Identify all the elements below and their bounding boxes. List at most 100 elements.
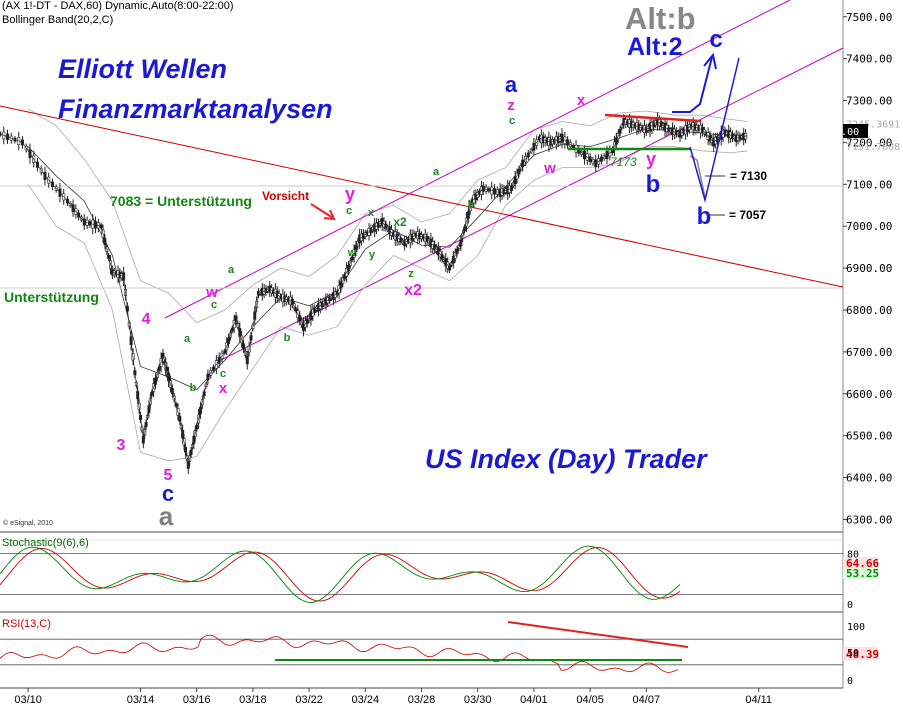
wave-label-a: a xyxy=(184,333,191,345)
wave-label-3: 3 xyxy=(117,437,126,454)
brand-subtitle: US Index (Day) Trader xyxy=(425,444,708,474)
projection-blue-down xyxy=(689,57,740,203)
bollinger-header: Bollinger Band(20,2,C) xyxy=(2,14,113,26)
alt-2-label: Alt:2 xyxy=(627,33,683,61)
wave-label-y: y xyxy=(345,184,355,204)
wave-label-c: c xyxy=(346,205,352,217)
wave-label-w: w xyxy=(543,160,556,177)
wave-label-b: b xyxy=(468,199,475,211)
wave-label-x: x xyxy=(368,207,375,219)
stoch-d-line xyxy=(0,547,681,602)
wave-label-4: 4 xyxy=(142,311,151,328)
price-tick-label: 7400.00 xyxy=(846,53,892,66)
price-tick-label: 6500.00 xyxy=(846,430,892,443)
date-label: 03/16 xyxy=(183,694,211,706)
price-tick-label: 6700.00 xyxy=(846,346,892,359)
wave-label-z: z xyxy=(408,268,414,280)
wave-label-b: b xyxy=(190,382,197,394)
trend-line-red xyxy=(0,105,844,288)
projection-blue-up-head xyxy=(703,52,717,70)
bollinger-lower xyxy=(27,146,748,462)
wave-label-y: y xyxy=(646,149,656,169)
price-tick-label: 7500.00 xyxy=(846,11,892,24)
level-7130-label: = 7130 xyxy=(730,169,767,183)
copyright: © eSignal, 2010 xyxy=(3,519,53,527)
wave-label-w: w xyxy=(347,247,357,259)
price-axis: 7500.00 7400.00 7300.00 7200.00 7100.00 7000.… xyxy=(843,11,900,526)
wave-label-b: b xyxy=(284,332,291,344)
date-label: 04/05 xyxy=(576,694,604,706)
wave-label-b: b xyxy=(646,171,661,198)
red-arrow xyxy=(310,203,334,219)
wave-label-c: c xyxy=(220,368,226,380)
wave-label-w: w xyxy=(205,284,218,301)
price-line xyxy=(0,121,748,466)
wave-label-z: z xyxy=(507,97,515,114)
rsi-line xyxy=(0,634,679,673)
date-label: 03/28 xyxy=(408,694,436,706)
last-band-label: 7191.7808 xyxy=(846,142,900,153)
price-tick-label: 7200.00 xyxy=(846,136,892,149)
rsi-title: RSI(13,C) xyxy=(2,618,51,630)
vorsicht-label: Vorsicht xyxy=(262,189,309,203)
wave-label-x: x xyxy=(219,380,228,397)
price-tick-label: 7100.00 xyxy=(846,178,892,191)
wave-label-5: 5 xyxy=(164,467,173,484)
price-tick-label: 6400.00 xyxy=(846,472,892,485)
price-tick-label: 7000.00 xyxy=(846,220,892,233)
rsi-panel: RSI(13,C) 48.39 100 50 0 xyxy=(0,618,879,687)
date-label: 04/11 xyxy=(745,694,772,706)
wave-label-c: c xyxy=(162,481,174,506)
bollinger-upper xyxy=(27,108,748,324)
date-label: 04/01 xyxy=(520,694,548,706)
stoch-k-line xyxy=(0,545,681,603)
date-label: 03/24 xyxy=(352,694,380,706)
rsi-divergence-line xyxy=(507,621,689,648)
wave-label-b: b xyxy=(697,203,712,230)
red-arrow-head xyxy=(323,209,336,221)
price-tick-label: 6800.00 xyxy=(846,304,892,317)
wave-label-c: c xyxy=(211,299,217,311)
price-tick-label: 6600.00 xyxy=(846,388,892,401)
date-label: 03/10 xyxy=(14,694,42,706)
rsi-axis-label: 50 xyxy=(847,648,859,659)
alt-b-label: Alt:b xyxy=(625,1,696,36)
projection-blue-up xyxy=(672,56,713,113)
date-label: 03/22 xyxy=(295,694,323,706)
wave-label-y: y xyxy=(369,249,376,261)
wave-label-c: c xyxy=(509,115,515,127)
wave-label-a: a xyxy=(505,72,518,97)
last-price-box xyxy=(843,124,868,138)
rsi-axis-label: 0 xyxy=(847,676,853,687)
upper-channel-line xyxy=(164,0,791,319)
wave-label-a: a xyxy=(228,264,235,276)
date-label: 04/07 xyxy=(633,694,661,706)
price-tick-label: 6300.00 xyxy=(846,513,892,526)
stoch-title: Stochastic(9(6),6) xyxy=(2,537,89,549)
rsi-value: 48.39 xyxy=(846,648,879,661)
support-7083-label: 7083 = Unterstützung xyxy=(110,193,252,209)
brand-title-1: Elliott Wellen xyxy=(58,54,227,84)
symbol-header: (AX 1!-DT - DAX,60) Dynamic,Auto(8:00-22… xyxy=(2,0,234,12)
brand-title-2: Finanzmarktanalysen xyxy=(58,94,333,124)
last-price-label: 7216.00 xyxy=(817,127,859,138)
price-tick-label: 7300.00 xyxy=(846,95,892,108)
date-label: 03/30 xyxy=(464,694,492,706)
wave-label-a: a xyxy=(159,501,174,531)
stoch-k-box xyxy=(843,557,878,569)
stoch-d-box xyxy=(843,568,878,579)
last-band-label: 7245.3691 xyxy=(846,120,900,131)
rsi-box xyxy=(843,647,878,660)
price-tick-label: 6900.00 xyxy=(846,262,892,275)
wave-label-x: x xyxy=(577,92,586,109)
unterstuetzung-label: Unterstützung xyxy=(4,289,99,305)
stoch-k-value: 64.66 xyxy=(846,557,879,570)
date-label: 03/14 xyxy=(127,694,155,706)
wave-label-a: a xyxy=(433,166,440,178)
resistance-top-line xyxy=(604,113,701,123)
date-label: 03/18 xyxy=(239,694,267,706)
wave-label-x2: x2 xyxy=(393,215,407,229)
price-series xyxy=(0,112,748,474)
